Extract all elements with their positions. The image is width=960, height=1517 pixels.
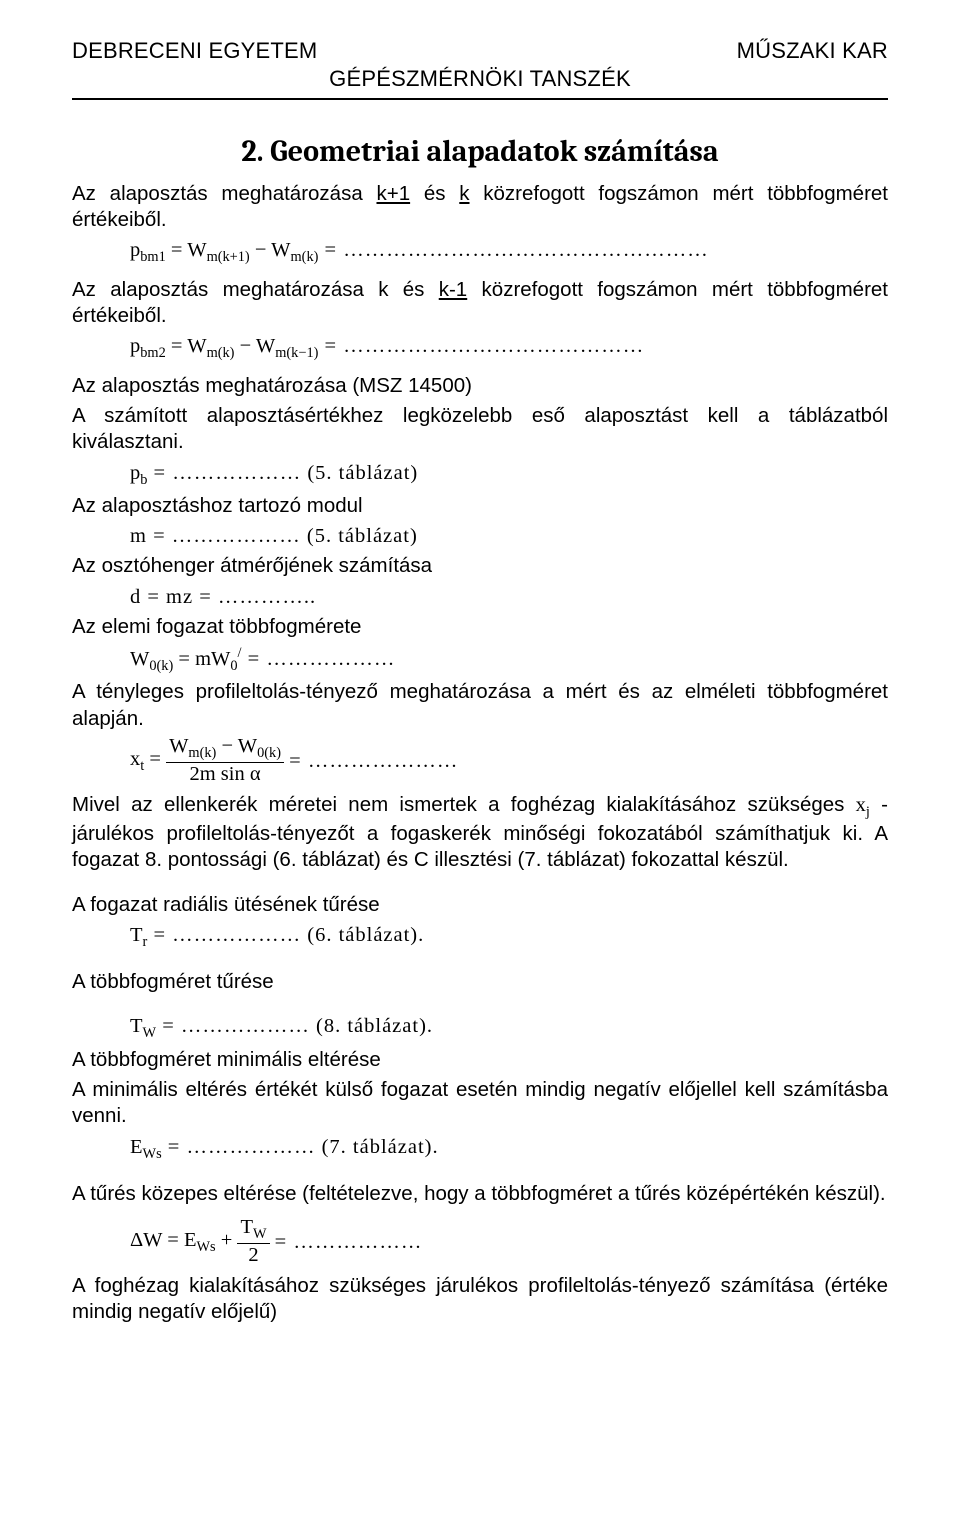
- eq7-fraction: Wm(k) − W0(k) 2m sin α: [166, 736, 284, 786]
- equation-m: m = ……………… (5. táblázat): [130, 523, 888, 549]
- eq2-p: p: [130, 335, 140, 357]
- page: DEBRECENI EGYETEM MŰSZAKI KAR GÉPÉSZMÉRN…: [0, 0, 960, 1517]
- eq1-w1-sub: m(k+1): [207, 250, 250, 266]
- eq2-p-sub: bm2: [140, 345, 166, 361]
- equation-pb: pb = ……………… (5. táblázat): [130, 460, 888, 489]
- para-intro-1: Az alaposztás meghatározása k+1 és k köz…: [72, 181, 888, 233]
- eq11-fraction: TW 2: [237, 1217, 269, 1267]
- eq11-num-sub: W: [253, 1226, 267, 1242]
- p9-a: Mivel az ellenkerék méretei nem ismertek…: [72, 793, 856, 816]
- underline-k-minus-1: k-1: [439, 278, 467, 301]
- equation-deltaW: ΔW = EWs + TW 2 = ………………: [130, 1217, 888, 1267]
- equation-Tw: TW = ……………… (8. táblázat).: [130, 1013, 888, 1042]
- para-kozepes: A tűrés közepes eltérése (feltételezve, …: [72, 1181, 888, 1207]
- eq7-den: 2m sin α: [166, 763, 284, 786]
- eq5: d = mz = …………..: [130, 586, 316, 608]
- eq11-num: TW: [237, 1217, 269, 1244]
- para-min-elteres-body: A minimális eltérés értékét külső fogaza…: [72, 1077, 888, 1129]
- eq6-mid: = mW: [173, 648, 230, 670]
- eq2-w1-sub: m(k): [207, 345, 235, 361]
- para-min-elteres-title: A többfogméret minimális eltérése: [72, 1047, 888, 1073]
- eq10-E: E: [130, 1136, 143, 1158]
- eq7-x-sub: t: [140, 758, 144, 774]
- underline-k1: k+1: [376, 182, 410, 205]
- para-tobbfog-tures: A többfogméret tűrése: [72, 969, 888, 995]
- eq6-W: W: [130, 648, 149, 670]
- eq11-tail: = ………………: [275, 1229, 423, 1255]
- p1-text-mid: és: [410, 182, 459, 205]
- eq11-plus: +: [216, 1229, 233, 1251]
- equation-pbm1: pbm1 = Wm(k+1) − Wm(k) = …………………………………………: [130, 237, 888, 266]
- para-xt-intro: A tényleges profileltolás-tényező meghat…: [72, 679, 888, 731]
- eq7-num-a-sub: m(k): [188, 745, 216, 761]
- header-rule: [72, 98, 888, 100]
- header-center: GÉPÉSZMÉRNÖKI TANSZÉK: [72, 66, 888, 92]
- para-w0: Az elemi fogazat többfogmérete: [72, 614, 888, 640]
- eq6-W-sub: 0(k): [149, 658, 173, 674]
- eq1-p: p: [130, 239, 140, 261]
- header-left: DEBRECENI EGYETEM: [72, 38, 317, 64]
- page-header: DEBRECENI EGYETEM MŰSZAKI KAR GÉPÉSZMÉRN…: [72, 38, 888, 100]
- header-top-row: DEBRECENI EGYETEM MŰSZAKI KAR: [72, 38, 888, 64]
- eq11-den: 2: [237, 1244, 269, 1267]
- equation-Ews: EWs = ……………… (7. táblázat).: [130, 1134, 888, 1163]
- eq7-x: x: [130, 748, 140, 770]
- eq11-dW: ΔW = E: [130, 1229, 197, 1251]
- p1-text-a: Az alaposztás meghatározása: [72, 182, 376, 205]
- eq7-num-a: W: [169, 735, 188, 757]
- para-xj: Mivel az ellenkerék méretei nem ismertek…: [72, 792, 888, 874]
- p9-xj: xj: [856, 794, 870, 816]
- eq4: m = ……………… (5. táblázat): [130, 525, 418, 547]
- eq9-T: T: [130, 1015, 143, 1037]
- eq11-lhs: ΔW = EWs +: [130, 1227, 232, 1256]
- para-intro-2: Az alaposztás meghatározása k és k-1 köz…: [72, 277, 888, 329]
- eq3-tail: = ……………… (5. táblázat): [147, 462, 418, 484]
- body: Az alaposztás meghatározása k+1 és k köz…: [72, 181, 888, 1325]
- eq7-num-b: − W: [216, 735, 257, 757]
- eq2-w2-sub: m(k−1): [275, 345, 318, 361]
- para-final: A foghézag kialakításához szükséges járu…: [72, 1273, 888, 1325]
- para-modul: Az alaposztáshoz tartozó modul: [72, 493, 888, 519]
- equation-xt: xt = Wm(k) − W0(k) 2m sin α = …………………: [130, 736, 888, 786]
- eq7-num: Wm(k) − W0(k): [166, 736, 284, 763]
- eq1-w2-sub: m(k): [291, 250, 319, 266]
- para-diameter: Az osztóhenger átmérőjének számítása: [72, 553, 888, 579]
- underline-k: k: [459, 182, 469, 205]
- p2-a: Az alaposztás meghatározása k és: [72, 278, 439, 301]
- eq8-tail: = ……………… (6. táblázat).: [147, 924, 424, 946]
- eq2-minus: − W: [234, 335, 275, 357]
- eq8-T: T: [130, 924, 143, 946]
- equation-d: d = mz = …………..: [130, 584, 888, 610]
- eq10-sub: Ws: [143, 1146, 162, 1162]
- eq11-sub: Ws: [197, 1239, 216, 1255]
- eq1-tail: = ……………………………………………: [318, 239, 708, 261]
- eq1-p-sub: bm1: [140, 250, 166, 266]
- section-title: 2. Geometriai alapadatok számítása: [72, 134, 888, 169]
- equation-Tr: Tr = ……………… (6. táblázat).: [130, 922, 888, 951]
- eq6-tail: = ………………: [242, 648, 396, 670]
- eq3-p: p: [130, 462, 140, 484]
- eq2-tail: = ……………………………………: [318, 335, 644, 357]
- eq1-minus: − W: [250, 239, 291, 261]
- para-msz: Az alaposztás meghatározása (MSZ 14500): [72, 373, 888, 399]
- para-radial: A fogazat radiális ütésének tűrése: [72, 892, 888, 918]
- equation-pbm2: pbm2 = Wm(k) − Wm(k−1) = ……………………………………: [130, 333, 888, 362]
- eq10-tail: = ……………… (7. táblázat).: [162, 1136, 439, 1158]
- header-right: MŰSZAKI KAR: [737, 38, 888, 64]
- eq9-sub: W: [143, 1026, 157, 1042]
- eq9-tail: = ……………… (8. táblázat).: [156, 1015, 433, 1037]
- eq7-lhs: xt =: [130, 746, 161, 775]
- para-select: A számított alaposztásértékhez legközele…: [72, 403, 888, 455]
- eq2-eq: = W: [166, 335, 207, 357]
- eq6-sub2: 0: [230, 658, 237, 674]
- p9-xj-sym: x: [856, 794, 866, 816]
- eq7-num-b-sub: 0(k): [257, 745, 281, 761]
- eq7-tail: = …………………: [289, 748, 458, 774]
- equation-w0k: W0(k) = mW0/ = ………………: [130, 644, 888, 675]
- eq11-num-sym: T: [240, 1216, 253, 1238]
- eq1-eq: = W: [166, 239, 207, 261]
